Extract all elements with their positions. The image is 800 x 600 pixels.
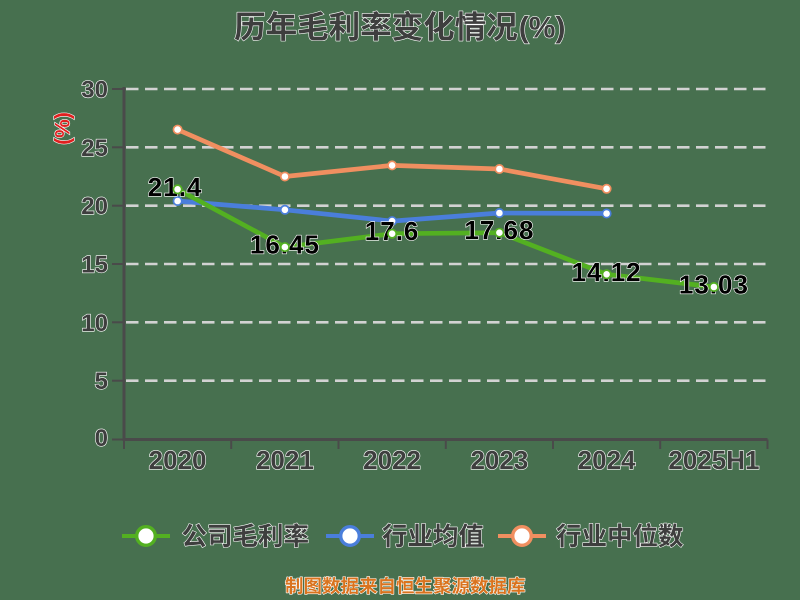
- svg-text:(%): (%): [52, 112, 75, 145]
- svg-text:(%): (%): [519, 12, 566, 45]
- svg-text:13.03: 13.03: [679, 270, 749, 300]
- svg-text:17.6: 17.6: [365, 216, 420, 246]
- svg-text:2022: 2022: [363, 445, 421, 475]
- svg-text:5: 5: [95, 368, 108, 395]
- svg-text:0: 0: [95, 425, 108, 452]
- svg-text:2024: 2024: [578, 445, 636, 475]
- svg-text:2025H1: 2025H1: [668, 445, 759, 475]
- svg-text:2023: 2023: [470, 445, 528, 475]
- svg-text:30: 30: [81, 77, 108, 104]
- svg-text:10: 10: [81, 310, 108, 337]
- svg-text:15: 15: [81, 252, 108, 279]
- svg-text:2021: 2021: [256, 445, 314, 475]
- svg-text:2020: 2020: [149, 445, 207, 475]
- svg-text:20: 20: [81, 193, 108, 220]
- svg-text:25: 25: [81, 135, 108, 162]
